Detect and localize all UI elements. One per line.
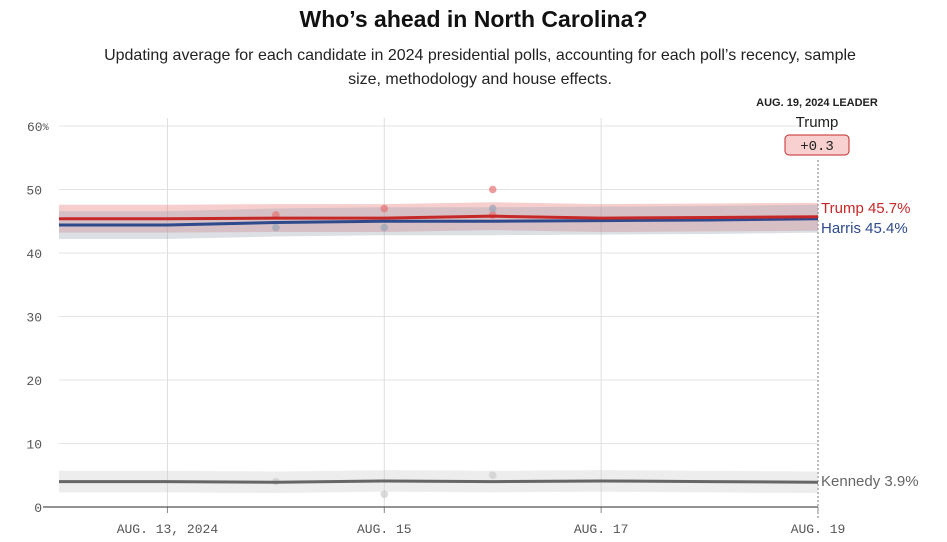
end-label-harris: Harris 45.4% <box>821 220 908 237</box>
y-tick-label: 0 <box>34 501 42 516</box>
confidence-bands <box>59 202 818 494</box>
end-label-kennedy: Kennedy 3.9% <box>821 473 919 490</box>
leader-date-label: AUG. 19, 2024 LEADER <box>756 97 878 109</box>
line-trump <box>59 214 819 221</box>
grid-layer <box>59 118 819 520</box>
poll-dot-kennedy <box>488 471 497 480</box>
leader-margin-value: +0.3 <box>800 139 834 155</box>
y-tick-label: 20 <box>26 374 42 389</box>
y-tick-label: 30 <box>26 311 42 326</box>
y-tick-unit: % <box>43 123 49 134</box>
poll-dot-harris <box>488 204 497 213</box>
y-tick-label: 50 <box>26 184 42 199</box>
x-tick-label: AUG. 15 <box>357 522 412 537</box>
x-tick-label: AUG. 17 <box>574 522 629 537</box>
end-label-trump: Trump 45.7% <box>821 200 910 217</box>
chart-subtitle: Updating average for each candidate in 2… <box>104 47 856 88</box>
leader-annotation: AUG. 19, 2024 LEADER Trump +0.3 <box>756 97 878 156</box>
poll-dot-trump <box>488 185 497 194</box>
poll-dot-harris <box>272 223 280 232</box>
y-tick-label: 40 <box>26 247 42 262</box>
poll-dot-kennedy <box>380 490 389 499</box>
end-labels: Trump 45.7% Harris 45.4% Kennedy 3.9% <box>821 200 919 490</box>
leader-margin-box <box>784 134 850 156</box>
average-lines <box>59 214 819 484</box>
line-kennedy <box>59 479 819 484</box>
chart-title: Who’s ahead in North Carolina? <box>299 6 648 32</box>
y-tick-label: 10 <box>26 438 42 453</box>
x-tick-label: AUG. 13, 2024 <box>117 522 219 537</box>
line-harris <box>59 217 819 227</box>
y-tick-label: 60% <box>27 120 49 135</box>
x-tick-label: AUG. 19 <box>791 522 846 537</box>
poll-dot-trump <box>380 204 389 213</box>
axes: 0 10 20 30 40 50 60% AUG. 13, 2024 AUG. 15 AUG. 1… <box>26 120 845 537</box>
leader-name: Trump <box>796 114 839 131</box>
poll-dot-harris <box>380 223 389 232</box>
